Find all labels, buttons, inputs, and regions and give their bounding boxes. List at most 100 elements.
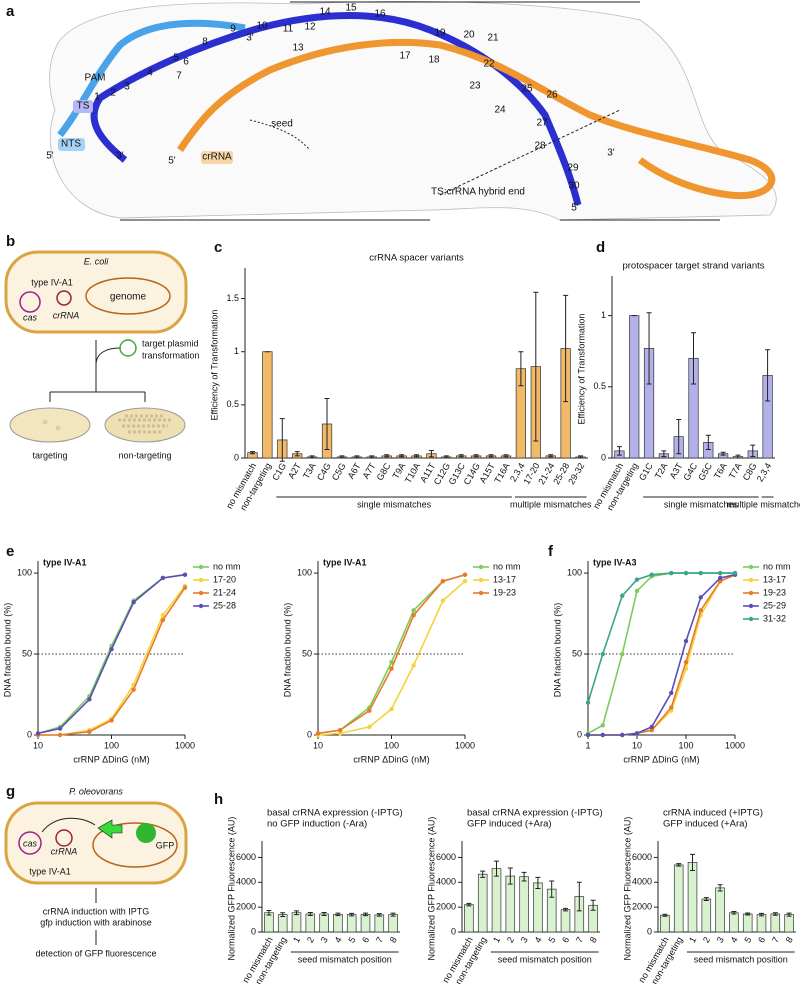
nucleotide-number: 24 bbox=[494, 105, 506, 116]
legend-label: no mm bbox=[213, 561, 241, 571]
y-tick-label: 0 bbox=[307, 729, 312, 739]
error-bar bbox=[690, 853, 695, 871]
panel-label: a bbox=[6, 3, 15, 20]
nucleotide-number: 5 bbox=[173, 53, 179, 64]
error-bar bbox=[369, 455, 375, 459]
x-tick-label: 1 bbox=[585, 740, 590, 750]
bar bbox=[729, 912, 739, 933]
x-tick-label: 1000 bbox=[725, 740, 745, 750]
gfp-label: GFP bbox=[156, 840, 175, 850]
x-tick-label: 5 bbox=[346, 935, 357, 944]
y-tick-label: 0.5 bbox=[593, 381, 606, 391]
chart-title: GFP induced (+Ara) bbox=[663, 819, 748, 830]
crrna-strand bbox=[177, 38, 776, 200]
protein-surface bbox=[49, 1, 777, 221]
nts-box bbox=[58, 138, 85, 151]
data-point bbox=[634, 588, 640, 594]
nucleotide-number: 12 bbox=[304, 22, 316, 33]
bar bbox=[673, 864, 684, 933]
error-bar bbox=[443, 455, 449, 459]
y-tick-label: 50 bbox=[572, 648, 582, 658]
legend-marker bbox=[748, 590, 754, 596]
error-bar bbox=[335, 912, 341, 917]
error-bar bbox=[533, 291, 539, 442]
y-axis-label: DNA fraction bound (%) bbox=[282, 603, 292, 698]
y-tick-label: 2000 bbox=[436, 902, 456, 912]
system-label: type IV-A1 bbox=[31, 277, 73, 287]
legend-label: no mm bbox=[763, 561, 791, 571]
error-bar bbox=[705, 434, 711, 450]
bar bbox=[374, 914, 385, 933]
cas-plasmid bbox=[19, 291, 41, 313]
data-point bbox=[131, 600, 136, 605]
x-tick-label: 2 bbox=[305, 935, 316, 944]
data-point bbox=[367, 724, 372, 730]
bar bbox=[360, 914, 371, 933]
structure-label: 3' bbox=[246, 33, 254, 44]
chart-title: no GFP induction (-Ara) bbox=[267, 819, 367, 830]
y-tick-label: 50 bbox=[302, 648, 312, 658]
legend-label: 13-17 bbox=[763, 574, 786, 584]
x-tick-label: 1 bbox=[687, 935, 698, 944]
data-point bbox=[440, 578, 446, 584]
data-point bbox=[337, 731, 343, 736]
y-tick-label: 0 bbox=[577, 729, 582, 739]
legend-label: no mm bbox=[493, 561, 521, 571]
fit-line bbox=[587, 572, 735, 703]
data-point bbox=[160, 612, 166, 618]
structure-label: 3' bbox=[116, 151, 124, 162]
y-axis-label: Normalized GFP Fluorescence (AU) bbox=[426, 817, 436, 961]
data-point bbox=[462, 572, 468, 577]
data-point bbox=[160, 575, 166, 581]
error-bar bbox=[399, 454, 405, 458]
chart: DNA fraction bound (%) 0 50 100 10 100 1000 crR… bbox=[282, 557, 520, 764]
group-label: seed mismatch position bbox=[298, 954, 392, 964]
error-bar bbox=[691, 332, 696, 385]
chart: crRNA induced (+IPTG)GFP induced (+Ara) N… bbox=[622, 808, 796, 984]
y-axis-label: Efficiency of Transformation bbox=[209, 310, 219, 421]
error-bar bbox=[535, 876, 541, 889]
nucleotide-number: 23 bbox=[469, 81, 481, 92]
data-point bbox=[182, 572, 188, 577]
data-point bbox=[87, 729, 92, 734]
legend-label: 21-24 bbox=[213, 587, 236, 597]
bar bbox=[277, 914, 288, 933]
data-point bbox=[411, 612, 416, 618]
y-tick-label: 50 bbox=[22, 648, 32, 658]
bar bbox=[701, 898, 712, 933]
legend-marker bbox=[198, 577, 204, 583]
error-bar bbox=[294, 451, 300, 457]
error-bar bbox=[662, 913, 668, 917]
legend-marker bbox=[198, 564, 204, 570]
data-point bbox=[669, 690, 674, 696]
error-bar bbox=[772, 912, 778, 916]
x-tick-label: T10A bbox=[403, 461, 422, 485]
nucleotide-number: 22 bbox=[483, 59, 495, 70]
x-tick-label: A2T bbox=[286, 461, 303, 481]
error-bar bbox=[578, 455, 584, 459]
chart-title: crRNA spacer variants bbox=[369, 253, 464, 264]
data-point bbox=[600, 651, 605, 657]
x-tick-label: G1C bbox=[637, 461, 655, 482]
y-tick-label: 100 bbox=[297, 567, 312, 577]
x-tick-label: 3 bbox=[319, 935, 330, 944]
y-axis-label: Normalized GFP Fluorescence (AU) bbox=[622, 817, 632, 961]
y-axis-label: DNA fraction bound (%) bbox=[2, 603, 12, 698]
error-bar bbox=[466, 902, 472, 907]
x-tick-label: 1 bbox=[491, 935, 502, 944]
structure-label: seed bbox=[271, 119, 293, 130]
data-point bbox=[389, 706, 394, 712]
bar bbox=[770, 913, 781, 933]
x-tick-label: 100 bbox=[104, 740, 119, 750]
y-tick-label: 4000 bbox=[436, 877, 456, 887]
nucleotide-number: 19 bbox=[434, 28, 446, 39]
data-point bbox=[585, 732, 591, 738]
error-bar bbox=[720, 451, 726, 456]
data-point bbox=[600, 732, 605, 738]
error-bar bbox=[363, 912, 368, 917]
cell bbox=[4, 250, 188, 334]
panel-label: h bbox=[214, 791, 223, 808]
colonies bbox=[118, 414, 172, 434]
error-bar bbox=[786, 912, 792, 917]
x-tick-label: G4C bbox=[681, 461, 699, 482]
